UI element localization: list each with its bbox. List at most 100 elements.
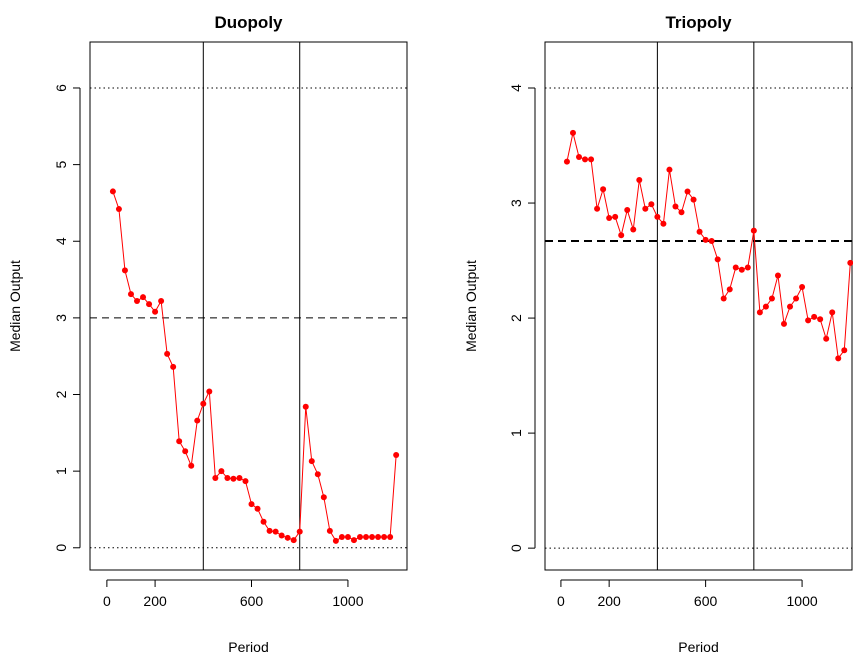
- data-point: [134, 298, 141, 305]
- data-point: [302, 403, 309, 410]
- data-point: [702, 236, 709, 243]
- data-point: [576, 154, 583, 161]
- chart-title: Triopoly: [665, 13, 732, 32]
- data-point: [750, 227, 757, 234]
- data-point: [127, 291, 134, 298]
- y-tick-label: 0: [508, 544, 524, 552]
- data-point: [817, 316, 824, 323]
- data-point: [182, 448, 189, 455]
- data-point: [660, 220, 667, 227]
- data-point: [254, 505, 261, 512]
- data-point: [829, 309, 836, 316]
- data-point: [805, 317, 812, 324]
- data-point: [260, 518, 267, 525]
- data-point: [314, 471, 321, 478]
- data-point: [284, 534, 291, 541]
- x-axis-label: Period: [228, 639, 268, 655]
- data-point: [230, 475, 237, 482]
- data-point: [563, 158, 570, 165]
- data-point: [594, 205, 601, 212]
- y-axis-label: Median Output: [463, 260, 479, 352]
- data-point: [768, 295, 775, 302]
- y-tick-label: 6: [53, 84, 69, 92]
- data-point: [588, 156, 595, 163]
- data-point: [756, 309, 763, 316]
- data-point: [642, 205, 649, 212]
- data-point: [762, 303, 769, 310]
- data-point: [847, 259, 853, 266]
- data-point: [115, 206, 122, 213]
- y-tick-label: 4: [53, 237, 69, 245]
- data-point: [811, 313, 818, 320]
- data-point: [248, 501, 255, 508]
- data-point: [387, 534, 394, 541]
- data-point: [841, 347, 848, 354]
- y-tick-label: 1: [508, 429, 524, 437]
- y-tick-label: 2: [508, 314, 524, 322]
- data-point: [672, 203, 679, 210]
- data-point: [224, 475, 231, 482]
- data-point: [218, 468, 225, 475]
- x-axis-label: Period: [678, 639, 718, 655]
- data-point: [152, 308, 159, 315]
- data-point: [170, 363, 177, 370]
- data-point: [780, 320, 787, 327]
- x-tick-label: 0: [557, 593, 565, 609]
- x-tick-label: 1000: [787, 593, 818, 609]
- data-point: [732, 264, 739, 271]
- data-point: [332, 537, 339, 544]
- data-point: [121, 267, 128, 274]
- data-point: [624, 206, 631, 213]
- data-point: [799, 284, 806, 291]
- data-point: [338, 534, 345, 541]
- data-point: [194, 417, 201, 424]
- series-line: [112, 191, 397, 542]
- data-point: [630, 226, 637, 233]
- data-point: [678, 209, 685, 216]
- data-point: [738, 266, 745, 273]
- data-point: [109, 188, 116, 195]
- data-point: [350, 537, 357, 544]
- data-point: [684, 188, 691, 195]
- data-point: [242, 478, 249, 485]
- data-point: [363, 534, 370, 541]
- y-tick-label: 1: [53, 467, 69, 475]
- x-tick-label: 600: [240, 593, 264, 609]
- data-point: [278, 532, 285, 539]
- data-point: [648, 201, 655, 208]
- data-point: [787, 303, 794, 310]
- series-line: [566, 132, 851, 360]
- data-point: [618, 232, 625, 239]
- data-point: [714, 256, 721, 263]
- data-point: [164, 350, 171, 357]
- y-tick-label: 5: [53, 161, 69, 169]
- plot-box: [89, 41, 408, 571]
- data-point: [344, 534, 351, 541]
- data-point: [308, 458, 315, 465]
- data-point: [696, 228, 703, 235]
- data-point: [381, 534, 388, 541]
- data-point: [636, 177, 643, 184]
- data-point: [290, 537, 297, 544]
- data-point: [212, 475, 219, 482]
- x-tick-label: 1000: [332, 593, 363, 609]
- data-point: [835, 355, 842, 362]
- data-point: [612, 213, 619, 220]
- data-point: [369, 534, 376, 541]
- data-point: [200, 400, 207, 407]
- data-point: [146, 301, 153, 308]
- x-tick-label: 200: [143, 593, 167, 609]
- y-tick-label: 0: [53, 544, 69, 552]
- data-point: [375, 534, 382, 541]
- data-point: [320, 494, 327, 501]
- data-point: [720, 295, 727, 302]
- data-point: [296, 528, 303, 535]
- data-point: [774, 272, 781, 279]
- x-tick-label: 600: [694, 593, 718, 609]
- data-point: [158, 298, 165, 305]
- data-point: [600, 186, 607, 193]
- y-axis-label: Median Output: [7, 260, 23, 352]
- y-tick-label: 3: [53, 314, 69, 322]
- data-point: [582, 156, 589, 163]
